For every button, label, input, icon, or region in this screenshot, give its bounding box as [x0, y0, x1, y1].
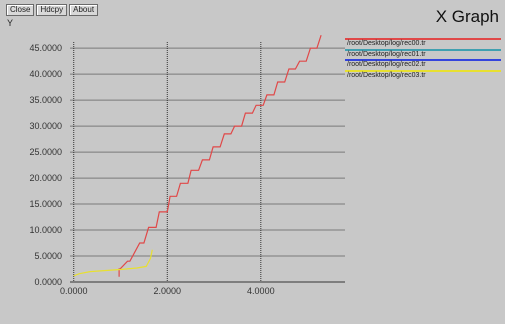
- series-line-3: [73, 249, 153, 277]
- legend-swatch: [345, 59, 501, 61]
- legend-swatch: [345, 69, 501, 72]
- legend-label: /root/Desktop/log/rec03.tr: [347, 71, 426, 79]
- legend-label: /root/Desktop/log/rec01.tr: [347, 50, 426, 58]
- legend-swatch: [345, 48, 501, 51]
- x-tick-label: 2.0000: [154, 286, 182, 296]
- y-tick-label: 35.0000: [29, 95, 62, 105]
- legend-item: /root/Desktop/log/rec00.tr: [345, 38, 501, 49]
- y-tick-label: 25.0000: [29, 147, 62, 157]
- x-tick-label: 4.0000: [247, 286, 275, 296]
- app-title: X Graph: [435, 7, 499, 26]
- toolbar: Close Hdcpy About: [6, 4, 99, 16]
- y-tick-label: 20.0000: [29, 173, 62, 183]
- legend: /root/Desktop/log/rec00.tr/root/Desktop/…: [345, 38, 501, 80]
- y-axis-name: Y: [7, 18, 14, 28]
- y-tick-label: 40.0000: [29, 69, 62, 79]
- x-tick-label: 0.0000: [60, 286, 88, 296]
- hdcpy-button[interactable]: Hdcpy: [36, 4, 68, 16]
- series-line-0: [118, 35, 322, 277]
- y-tick-label: 0.0000: [34, 277, 62, 287]
- y-tick-label: 5.0000: [34, 251, 62, 261]
- legend-item: /root/Desktop/log/rec01.tr: [345, 48, 501, 60]
- y-tick-label: 15.0000: [29, 199, 62, 209]
- about-button[interactable]: About: [69, 4, 99, 16]
- legend-label: /root/Desktop/log/rec00.tr: [347, 40, 426, 47]
- legend-item: /root/Desktop/log/rec02.tr: [345, 59, 501, 70]
- legend-label: /root/Desktop/log/rec02.tr: [347, 61, 426, 68]
- y-tick-label: 30.0000: [29, 121, 62, 131]
- y-tick-label: 45.0000: [29, 43, 62, 53]
- legend-swatch: [345, 38, 501, 40]
- legend-item: /root/Desktop/log/rec03.tr: [345, 69, 501, 81]
- y-tick-label: 10.0000: [29, 225, 62, 235]
- close-button[interactable]: Close: [6, 4, 35, 16]
